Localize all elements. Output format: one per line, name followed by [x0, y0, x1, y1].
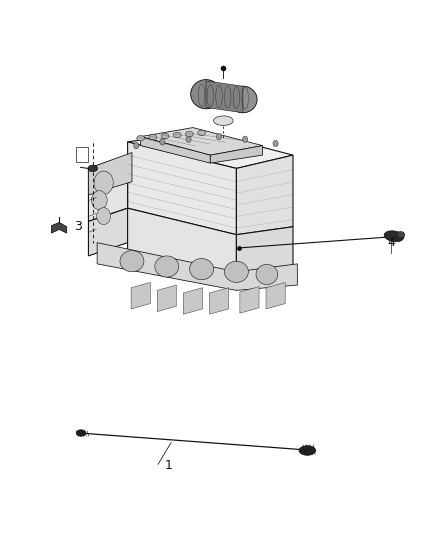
Circle shape	[92, 191, 107, 210]
Circle shape	[97, 208, 111, 224]
Polygon shape	[141, 127, 262, 155]
Circle shape	[134, 142, 139, 149]
Text: 4: 4	[387, 236, 395, 249]
Polygon shape	[206, 81, 243, 113]
Circle shape	[186, 136, 191, 142]
Polygon shape	[209, 288, 229, 314]
Polygon shape	[127, 131, 293, 168]
Ellipse shape	[120, 251, 144, 272]
Ellipse shape	[161, 133, 169, 139]
Ellipse shape	[224, 261, 248, 282]
Ellipse shape	[256, 264, 278, 285]
Circle shape	[273, 140, 278, 147]
Circle shape	[94, 171, 113, 195]
Ellipse shape	[384, 231, 404, 242]
Polygon shape	[97, 243, 297, 290]
Ellipse shape	[214, 116, 233, 125]
Polygon shape	[131, 282, 150, 309]
Bar	[76, 147, 88, 161]
Circle shape	[160, 139, 165, 145]
Ellipse shape	[173, 132, 181, 138]
Ellipse shape	[76, 430, 86, 436]
Polygon shape	[237, 155, 293, 235]
Polygon shape	[88, 208, 127, 256]
Polygon shape	[266, 282, 285, 309]
Polygon shape	[51, 222, 67, 233]
Polygon shape	[88, 152, 132, 195]
Text: 3: 3	[74, 220, 81, 233]
Ellipse shape	[155, 256, 179, 277]
Polygon shape	[210, 146, 262, 163]
Ellipse shape	[88, 165, 98, 172]
Polygon shape	[240, 287, 259, 313]
Polygon shape	[237, 227, 293, 285]
Ellipse shape	[190, 259, 214, 280]
Ellipse shape	[397, 231, 405, 238]
Ellipse shape	[299, 446, 316, 455]
Polygon shape	[127, 208, 237, 285]
Circle shape	[243, 136, 248, 142]
Ellipse shape	[149, 134, 157, 140]
Ellipse shape	[137, 135, 145, 141]
Polygon shape	[141, 136, 210, 163]
Polygon shape	[127, 142, 237, 235]
Polygon shape	[157, 285, 177, 312]
Text: 1: 1	[165, 459, 173, 472]
Polygon shape	[184, 288, 202, 314]
Ellipse shape	[185, 131, 193, 136]
Ellipse shape	[198, 130, 205, 135]
Ellipse shape	[229, 86, 257, 113]
Ellipse shape	[191, 79, 221, 109]
Circle shape	[216, 133, 222, 140]
Polygon shape	[88, 155, 127, 221]
